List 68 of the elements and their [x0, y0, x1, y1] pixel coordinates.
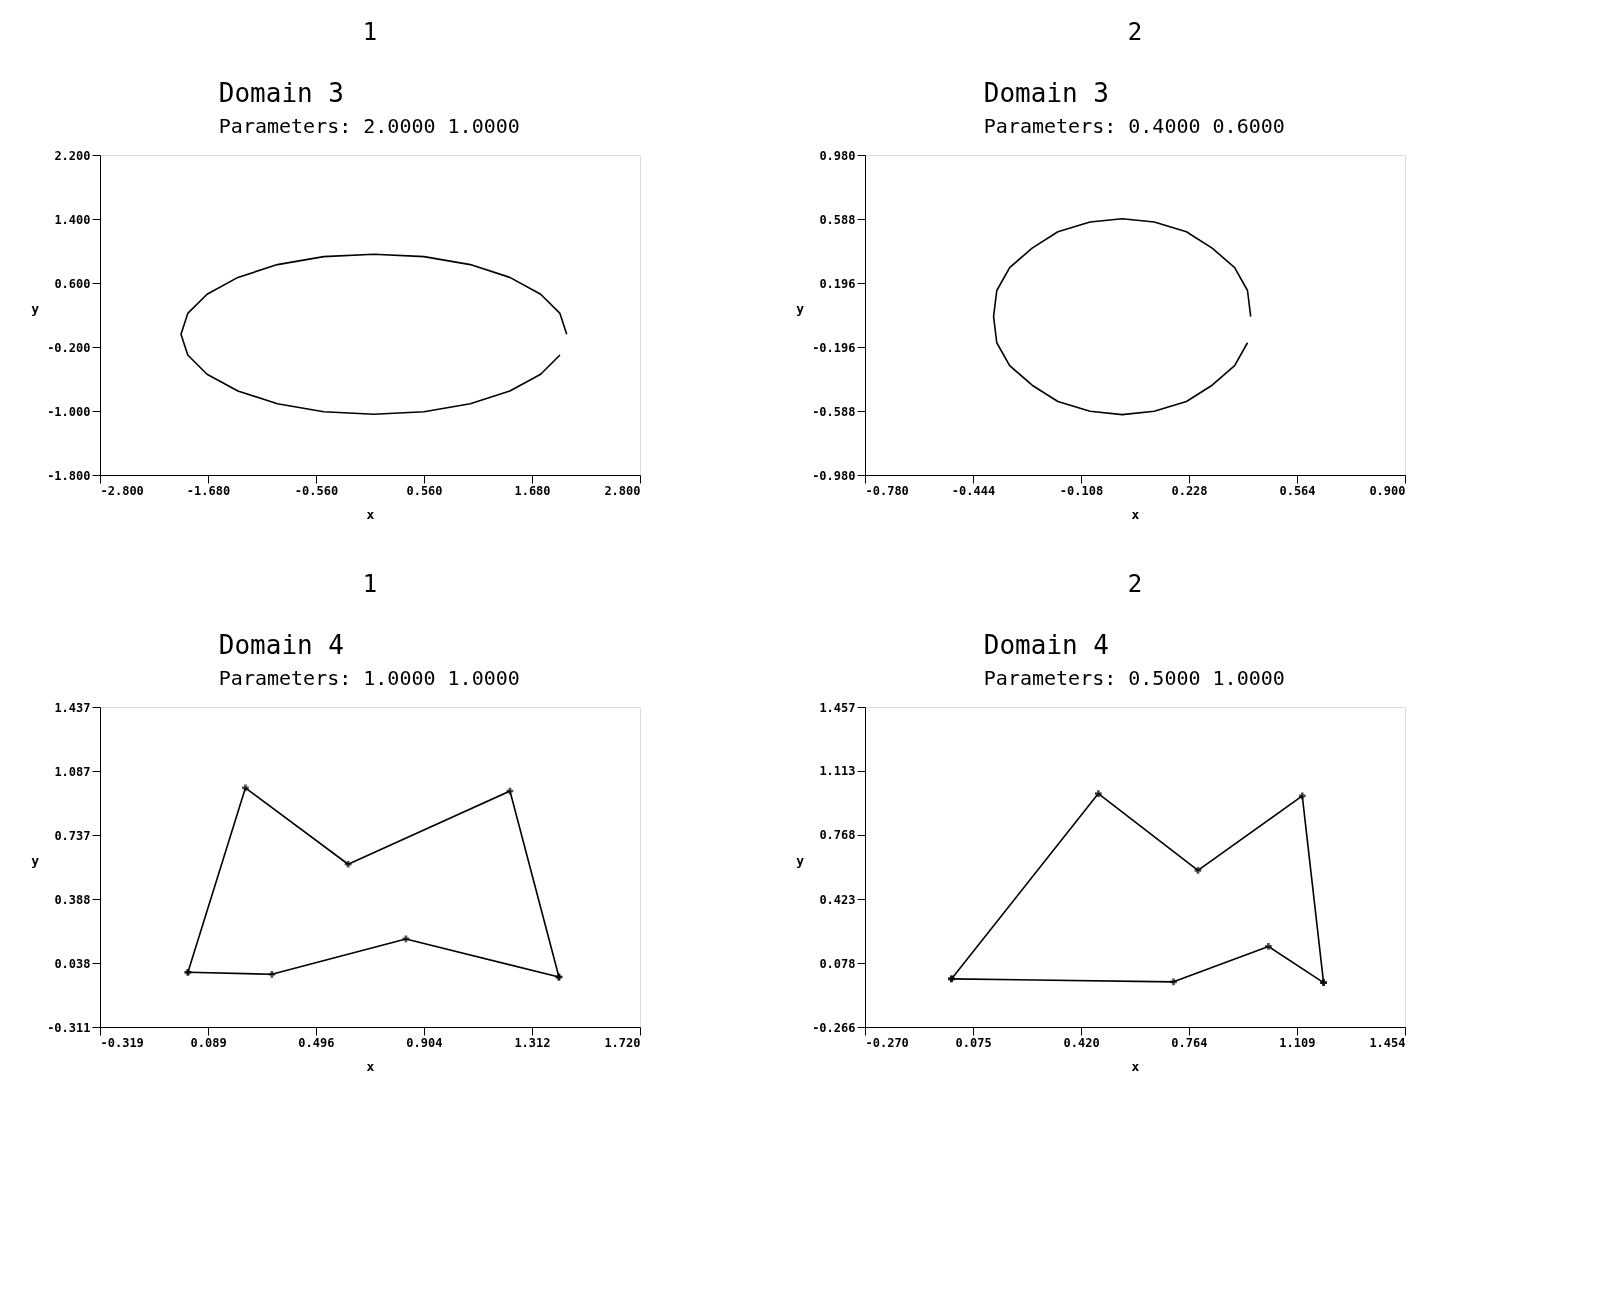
x-tick-label: 0.089 [190, 1035, 227, 1050]
y-tick-label: 0.078 [819, 956, 856, 971]
text: 1 [362, 570, 378, 598]
x-axis-title: x [1131, 1058, 1140, 1074]
y-tick-label: -1.800 [47, 468, 91, 483]
y-tick-label: 1.400 [54, 212, 91, 227]
y-tick-label: -0.196 [812, 340, 856, 355]
y-axis-title: y [31, 300, 40, 316]
chart-title: Domain 3 [983, 78, 1110, 108]
x-axis-title: x [366, 1058, 375, 1074]
x-tick-label: 1.720 [604, 1035, 641, 1050]
y-tick-label: 0.600 [54, 276, 91, 291]
chart-title: Domain 4 [983, 630, 1110, 660]
y-tick-label: 0.980 [819, 148, 856, 163]
x-tick-label: 0.560 [406, 483, 443, 498]
chart-title: Domain 4 [218, 630, 345, 660]
y-tick-label: 1.113 [819, 764, 856, 779]
x-tick-label: -1.680 [186, 483, 231, 498]
y-tick-label: 1.437 [54, 700, 91, 715]
y-tick-label: -1.000 [47, 404, 91, 419]
y-axis-title: y [31, 852, 40, 868]
y-tick-label: 2.200 [54, 148, 91, 163]
x-tick-label: 1.109 [1279, 1035, 1316, 1050]
x-tick-label: -0.270 [865, 1035, 909, 1050]
chart-title: Domain 3 [218, 78, 345, 108]
chart-subtitle: Parameters: 0.5000 1.0000 [983, 666, 1285, 690]
x-tick-label: 0.420 [1063, 1035, 1100, 1050]
y-tick-label: -0.200 [47, 340, 91, 355]
chart-subtitle: Parameters: 2.0000 1.0000 [218, 114, 520, 138]
y-tick-label: 1.457 [819, 700, 856, 715]
x-axis-title: x [366, 506, 375, 522]
x-tick-label: 0.900 [1369, 483, 1406, 498]
chart-subtitle: Parameters: 0.4000 0.6000 [983, 114, 1285, 138]
y-tick-label: 0.423 [819, 892, 856, 907]
x-axis-title: x [1131, 506, 1140, 522]
y-tick-label: -0.266 [812, 1020, 856, 1035]
y-tick-label: 1.087 [54, 764, 91, 779]
x-tick-label: 0.075 [955, 1035, 992, 1050]
text: 2 [1127, 570, 1143, 598]
y-axis-title: y [796, 852, 805, 868]
x-tick-label: 1.312 [514, 1035, 551, 1050]
x-tick-label: -2.800 [100, 483, 144, 498]
y-tick-label: -0.311 [47, 1020, 91, 1035]
y-tick-label: 0.588 [819, 212, 856, 227]
y-tick-label: -0.588 [812, 404, 856, 419]
x-tick-label: 0.228 [1171, 483, 1208, 498]
y-tick-label: 0.196 [819, 276, 856, 291]
x-tick-label: -0.108 [1059, 483, 1104, 498]
text: 2 [1127, 18, 1143, 46]
y-tick-label: 0.388 [54, 892, 91, 907]
x-tick-label: 2.800 [604, 483, 641, 498]
x-tick-label: 0.764 [1171, 1035, 1208, 1050]
chart-subtitle: Parameters: 1.0000 1.0000 [218, 666, 520, 690]
y-axis-title: y [796, 300, 805, 316]
x-tick-label: -0.319 [100, 1035, 144, 1050]
y-tick-label: 0.038 [54, 956, 91, 971]
x-tick-label: 1.680 [514, 483, 551, 498]
y-tick-label: -0.980 [812, 468, 856, 483]
x-tick-label: -0.444 [951, 483, 996, 498]
x-tick-label: 0.564 [1279, 483, 1316, 498]
y-tick-label: 0.737 [54, 828, 91, 843]
y-tick-label: 0.768 [819, 828, 856, 843]
x-tick-label: -0.560 [294, 483, 339, 498]
x-tick-label: 1.454 [1369, 1035, 1406, 1050]
x-tick-label: 0.904 [406, 1035, 443, 1050]
text: 1 [362, 18, 378, 46]
x-tick-label: 0.496 [298, 1035, 335, 1050]
x-tick-label: -0.780 [865, 483, 909, 498]
